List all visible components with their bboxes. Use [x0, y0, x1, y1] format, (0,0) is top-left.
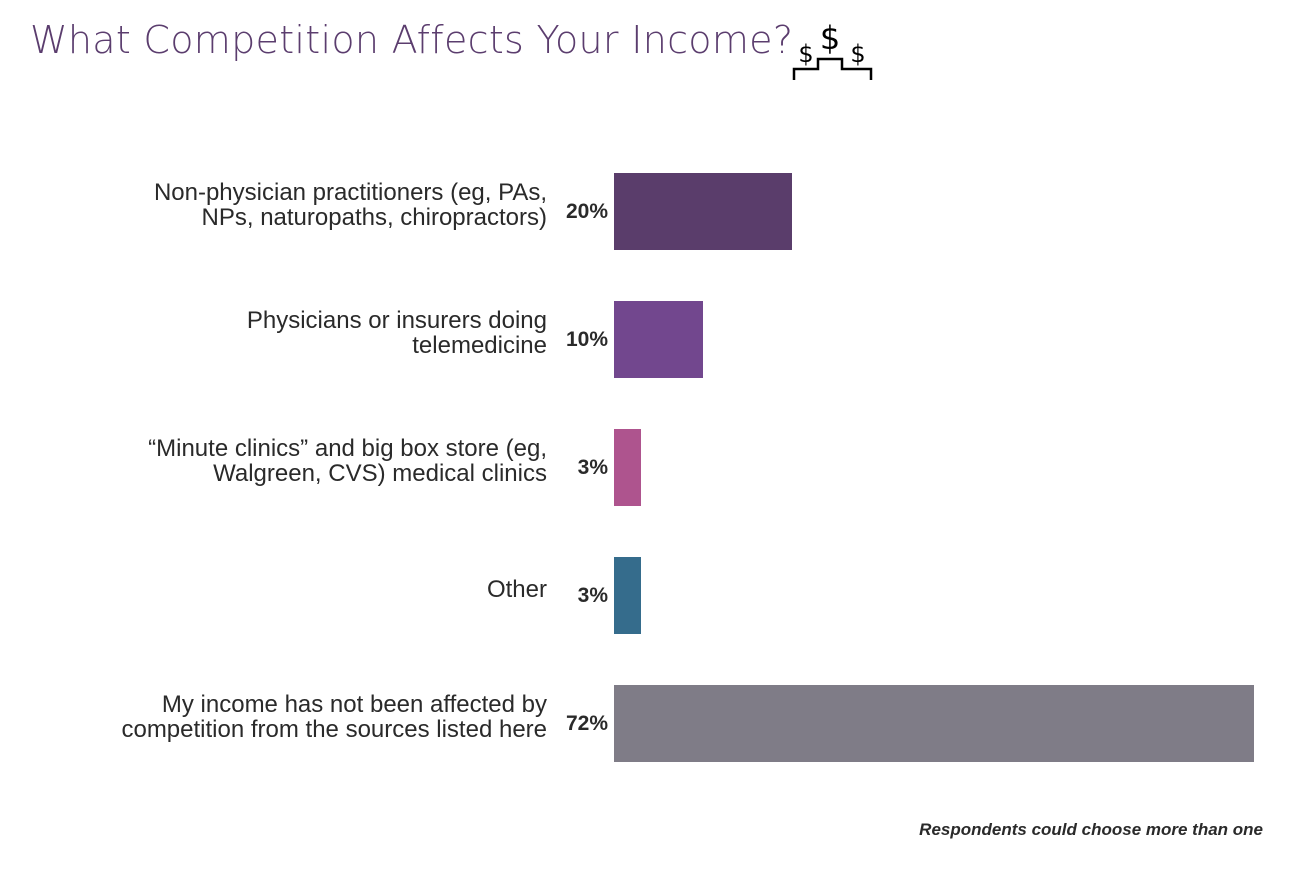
chart-title: What Competition Affects Your Income? [30, 18, 794, 62]
data-label: 3% [577, 584, 608, 607]
category-label: Physicians or insurers doing telemedicine [27, 308, 547, 358]
bar [614, 429, 641, 506]
dollar-podium-icon: $ $ $ [792, 19, 873, 80]
category-label: Other [27, 577, 547, 602]
svg-text:$: $ [850, 40, 865, 68]
category-label-line: Other [486, 576, 547, 603]
bar [614, 301, 703, 378]
category-label-line: telemedicine [412, 332, 547, 359]
data-label: 3% [577, 456, 608, 479]
category-label: “Minute clinics” and big box store (eg, W… [27, 436, 547, 486]
svg-text:$: $ [798, 40, 813, 68]
category-label-line: NPs, naturopaths, chiropractors) [201, 204, 547, 231]
category-label-line: “Minute clinics” and big box store (eg, [148, 435, 547, 462]
footnote: Respondents could choose more than one [919, 820, 1263, 839]
data-label: 20% [565, 200, 608, 223]
bar [614, 685, 1254, 762]
data-label: 10% [565, 328, 608, 351]
category-label: My income has not been affected by compet… [27, 692, 547, 742]
svg-text:$: $ [820, 19, 840, 57]
category-label-line: Non-physician practitioners (eg, PAs, [153, 179, 547, 206]
bar [614, 173, 792, 250]
category-label-line: competition from the sources listed here [121, 716, 547, 743]
bar [614, 557, 641, 634]
category-label-line: Physicians or insurers doing [246, 307, 547, 334]
category-label: Non-physician practitioners (eg, PAs, NPs… [27, 180, 547, 230]
category-label-line: My income has not been affected by [161, 691, 547, 718]
data-label: 72% [565, 712, 608, 735]
category-label-line: Walgreen, CVS) medical clinics [213, 460, 547, 487]
